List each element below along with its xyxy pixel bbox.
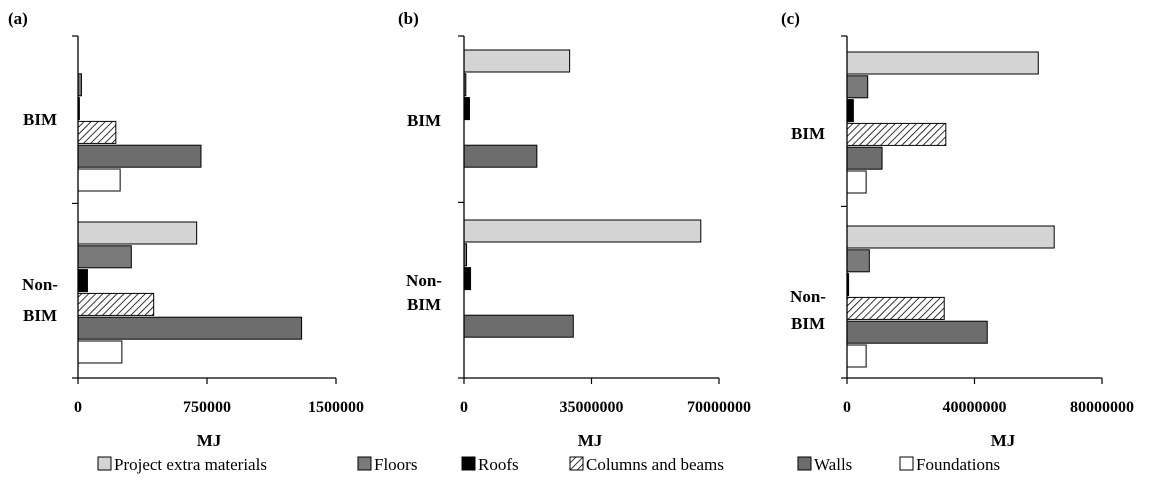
x-tick-label: 80000000	[1070, 399, 1134, 416]
x-tick-label: 0	[843, 399, 851, 416]
chart-panels: (a) BIM Non- BIM 0 750000 1500000 MJ (b) BIM Non- B…	[8, 9, 1134, 450]
group-label-non-bim: BIM	[791, 314, 825, 333]
legend-label: Project extra materials	[114, 455, 267, 474]
legend-swatch	[97, 456, 112, 471]
x-axis-title: MJ	[197, 431, 222, 450]
bar-bim-project-extra-materials	[846, 51, 1039, 75]
bar-bim-roofs	[846, 99, 854, 123]
bar-non-bim-floors	[846, 249, 870, 273]
bar-non-bim-foundations	[77, 340, 123, 364]
bar-non-bim-columns-and-beams	[77, 292, 155, 316]
legend-label: Floors	[374, 455, 417, 474]
group-label-bim: BIM	[791, 124, 825, 143]
bar-non-bim-walls	[463, 314, 574, 338]
bar-non-bim-walls	[846, 320, 988, 344]
legend-item-columns-and-beams: Columns and beams	[569, 455, 724, 474]
legend: Project extra materials Floors Roofs Column…	[97, 455, 1000, 474]
bar-non-bim-project-extra-materials	[463, 219, 702, 243]
bar-non-bim-walls	[77, 316, 303, 340]
legend-label: Columns and beams	[586, 455, 724, 474]
x-tick-label: 40000000	[943, 399, 1007, 416]
panel-label: (b)	[398, 9, 419, 28]
x-tick-label: 70000000	[687, 399, 751, 416]
group-label-non-bim: BIM	[407, 295, 441, 314]
bar-bim-floors	[846, 75, 869, 99]
panel-label: (c)	[781, 9, 800, 28]
legend-item-project-extra-materials: Project extra materials	[97, 455, 267, 474]
x-tick-label: 1500000	[308, 399, 364, 416]
bar-non-bim-roofs	[463, 267, 472, 291]
legend-label: Roofs	[478, 455, 519, 474]
bar-bim-columns-and-beams	[846, 122, 947, 146]
x-axis-title: MJ	[578, 431, 603, 450]
bar-bim-columns-and-beams	[77, 120, 117, 144]
legend-item-floors: Floors	[357, 455, 417, 474]
group-label-non-bim: Non-	[22, 275, 58, 294]
legend-swatch	[357, 456, 372, 471]
bar-bim-project-extra-materials	[463, 49, 571, 73]
group-label-non-bim: Non-	[790, 287, 826, 306]
bar-bim-walls	[463, 144, 538, 168]
x-tick-label: 0	[74, 399, 82, 416]
legend-item-foundations: Foundations	[899, 455, 1000, 474]
x-axis-title: MJ	[991, 431, 1016, 450]
legend-swatch	[797, 456, 812, 471]
chart-panel-3: (c) BIM Non- BIM 0 40000000 80000000 MJ	[781, 9, 1134, 450]
legend-swatch	[461, 456, 476, 471]
bar-bim-foundations	[77, 168, 121, 192]
bar-non-bim-floors	[77, 245, 132, 269]
bar-non-bim-project-extra-materials	[846, 225, 1055, 249]
legend-item-roofs: Roofs	[461, 455, 519, 474]
panel-label: (a)	[8, 9, 28, 28]
bar-non-bim-foundations	[846, 344, 867, 368]
chart-panel-2: (b) BIM Non- BIM 0 35000000 70000000 MJ	[398, 9, 751, 450]
group-label-bim: BIM	[407, 111, 441, 130]
legend-label: Foundations	[916, 455, 1000, 474]
bar-non-bim-columns-and-beams	[846, 296, 945, 320]
group-label-non-bim: Non-	[406, 271, 442, 290]
bar-bim-walls	[77, 144, 202, 168]
bar-bim-foundations	[846, 170, 867, 194]
bar-non-bim-roofs	[77, 269, 88, 293]
chart-panel-1: (a) BIM Non- BIM 0 750000 1500000 MJ	[8, 9, 364, 450]
group-label-non-bim: BIM	[23, 306, 57, 325]
group-label-bim: BIM	[23, 110, 57, 129]
legend-swatch	[569, 456, 584, 471]
x-tick-label: 35000000	[560, 399, 624, 416]
x-tick-label: 0	[460, 399, 468, 416]
legend-swatch	[899, 456, 914, 471]
x-tick-label: 750000	[183, 399, 231, 416]
bar-bim-roofs	[463, 97, 470, 121]
bar-non-bim-project-extra-materials	[77, 221, 198, 245]
legend-item-walls: Walls	[797, 455, 852, 474]
bar-bim-walls	[846, 146, 883, 170]
legend-label: Walls	[814, 455, 852, 474]
